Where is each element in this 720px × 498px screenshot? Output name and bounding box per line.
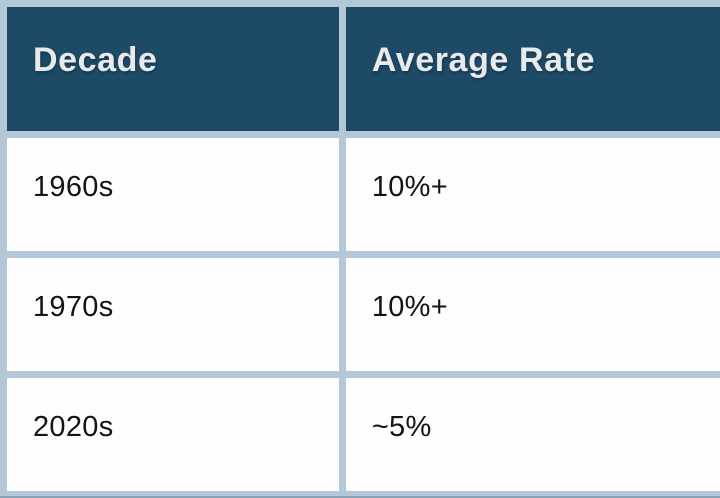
column-header-average-rate: Average Rate [345,7,720,131]
cell-decade-1970s: 1970s [7,258,339,371]
cell-rate-1970s: 10%+ [345,258,720,371]
cell-rate-1960s: 10%+ [345,138,720,251]
cell-decade-1960s: 1960s [7,138,339,251]
table-header-row: Decade Average Rate [7,7,720,131]
column-header-decade: Decade [7,7,339,131]
table-row: 2020s ~5% [7,378,720,491]
cell-decade-2020s: 2020s [7,378,339,491]
table-row: 1960s 10%+ [7,138,720,251]
table-row: 1970s 10%+ [7,258,720,371]
cell-rate-2020s: ~5% [345,378,720,491]
